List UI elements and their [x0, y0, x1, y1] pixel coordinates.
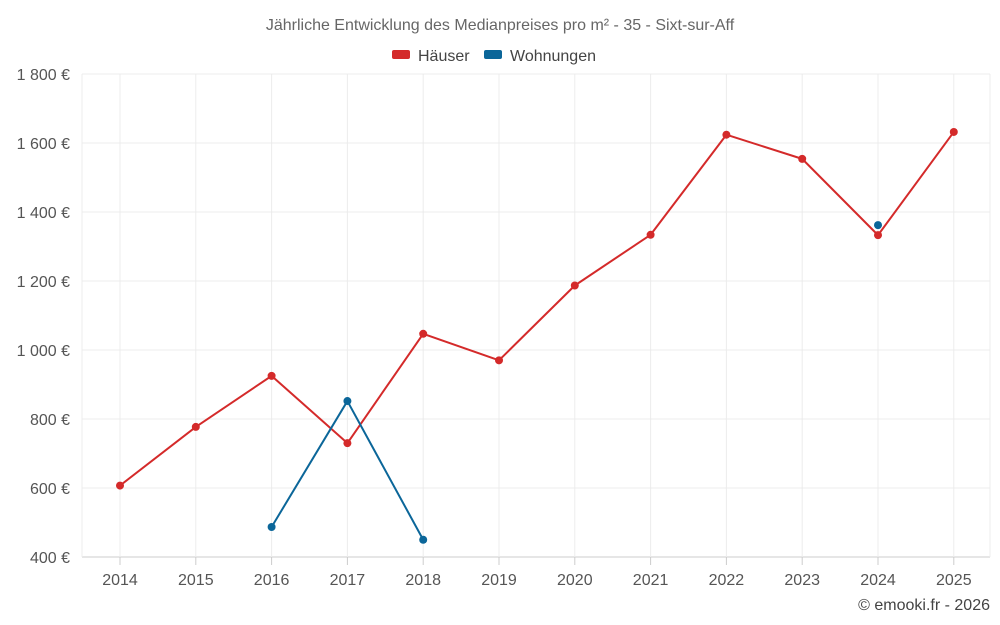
series-haeuser	[116, 127, 958, 490]
data-point[interactable]	[949, 127, 958, 136]
legend-label: Wohnungen	[510, 48, 596, 65]
x-tick-label: 2017	[330, 572, 366, 589]
legend-label: Häuser	[418, 48, 470, 65]
x-tick-label: 2019	[481, 572, 517, 589]
data-point[interactable]	[419, 535, 428, 544]
y-tick-label: 1 400 €	[17, 205, 70, 222]
legend-item-wohnungen[interactable]: Wohnungen	[484, 48, 596, 65]
x-tick-label: 2021	[633, 572, 669, 589]
x-tick-label: 2025	[936, 572, 972, 589]
data-point[interactable]	[191, 422, 200, 431]
data-point[interactable]	[267, 371, 276, 380]
x-tick-label: 2020	[557, 572, 593, 589]
data-point[interactable]	[343, 439, 352, 448]
x-tick-label: 2018	[405, 572, 441, 589]
data-point[interactable]	[722, 130, 731, 139]
legend-item-haeuser[interactable]: Häuser	[392, 48, 470, 65]
y-tick-label: 1 200 €	[17, 274, 70, 291]
x-tick-label: 2016	[254, 572, 290, 589]
data-point[interactable]	[267, 522, 276, 531]
data-point[interactable]	[798, 154, 807, 163]
data-point[interactable]	[874, 221, 882, 230]
data-point[interactable]	[874, 231, 882, 240]
x-tick-label: 2022	[709, 572, 745, 589]
x-tick-label: 2014	[102, 572, 138, 589]
data-point[interactable]	[419, 329, 428, 338]
y-tick-label: 1 000 €	[17, 343, 70, 360]
y-tick-label: 600 €	[30, 481, 70, 498]
x-tick-label: 2023	[784, 572, 820, 589]
credit-text: © emooki.fr - 2026	[858, 597, 990, 614]
data-point[interactable]	[343, 397, 352, 406]
chart-title: Jährliche Entwicklung des Medianpreises …	[266, 17, 735, 34]
legend-swatch	[484, 50, 502, 59]
y-axis: 400 € 600 € 800 € 1 000 € 1 200 € 1 400 € 1 60…	[17, 67, 70, 567]
legend-swatch	[392, 50, 410, 59]
x-axis: 2014 2015 2016 2017 2018 2019 2020 2021 2022 2023…	[102, 557, 972, 589]
legend: Häuser Wohnungen	[392, 48, 596, 65]
x-tick-label: 2024	[860, 572, 896, 589]
y-tick-label: 400 €	[30, 550, 70, 567]
data-point[interactable]	[570, 281, 579, 290]
grid	[81, 73, 991, 558]
data-point[interactable]	[116, 481, 124, 490]
y-tick-label: 1 600 €	[17, 136, 70, 153]
y-tick-label: 1 800 €	[17, 67, 70, 84]
series-line	[119, 131, 955, 487]
y-tick-label: 800 €	[30, 412, 70, 429]
series-layer	[116, 127, 958, 544]
x-tick-label: 2015	[178, 572, 214, 589]
data-point[interactable]	[495, 356, 503, 365]
data-point[interactable]	[646, 230, 655, 239]
series-wohnungen	[267, 221, 882, 544]
